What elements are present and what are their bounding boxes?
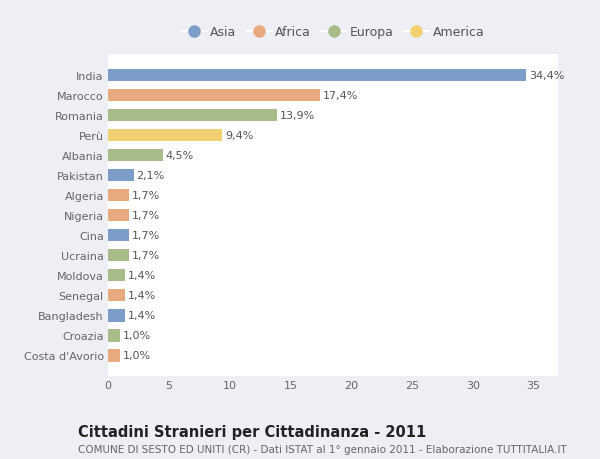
Text: COMUNE DI SESTO ED UNITI (CR) - Dati ISTAT al 1° gennaio 2011 - Elaborazione TUT: COMUNE DI SESTO ED UNITI (CR) - Dati IST… (78, 444, 567, 454)
Text: 1,7%: 1,7% (132, 251, 160, 261)
Bar (108, 210, 128, 222)
Text: Cittadini Stranieri per Cittadinanza - 2011: Cittadini Stranieri per Cittadinanza - 2… (78, 425, 426, 440)
Bar (108, 309, 125, 322)
Legend: Asia, Africa, Europa, America: Asia, Africa, Europa, America (182, 26, 484, 39)
Bar (108, 349, 120, 362)
Bar (108, 90, 320, 102)
Text: 17,4%: 17,4% (323, 91, 358, 101)
Bar (108, 190, 128, 202)
Bar (108, 330, 120, 342)
Text: 1,4%: 1,4% (128, 291, 157, 301)
Text: 1,4%: 1,4% (128, 311, 157, 321)
Bar (108, 129, 223, 142)
Text: 1,7%: 1,7% (132, 191, 160, 201)
Text: 9,4%: 9,4% (226, 131, 254, 141)
Bar (108, 269, 125, 282)
Text: 1,7%: 1,7% (132, 231, 160, 241)
Text: 13,9%: 13,9% (280, 111, 316, 121)
Text: 1,0%: 1,0% (123, 330, 151, 341)
Bar (108, 250, 128, 262)
Bar (108, 230, 128, 242)
Bar (108, 110, 277, 122)
Text: 4,5%: 4,5% (166, 151, 194, 161)
Text: 1,4%: 1,4% (128, 271, 157, 280)
Bar (108, 169, 134, 182)
Text: 34,4%: 34,4% (529, 71, 565, 81)
Bar (108, 70, 526, 82)
Bar (108, 290, 125, 302)
Text: 1,7%: 1,7% (132, 211, 160, 221)
Bar (108, 150, 163, 162)
Text: 2,1%: 2,1% (137, 171, 165, 181)
Text: 1,0%: 1,0% (123, 351, 151, 361)
